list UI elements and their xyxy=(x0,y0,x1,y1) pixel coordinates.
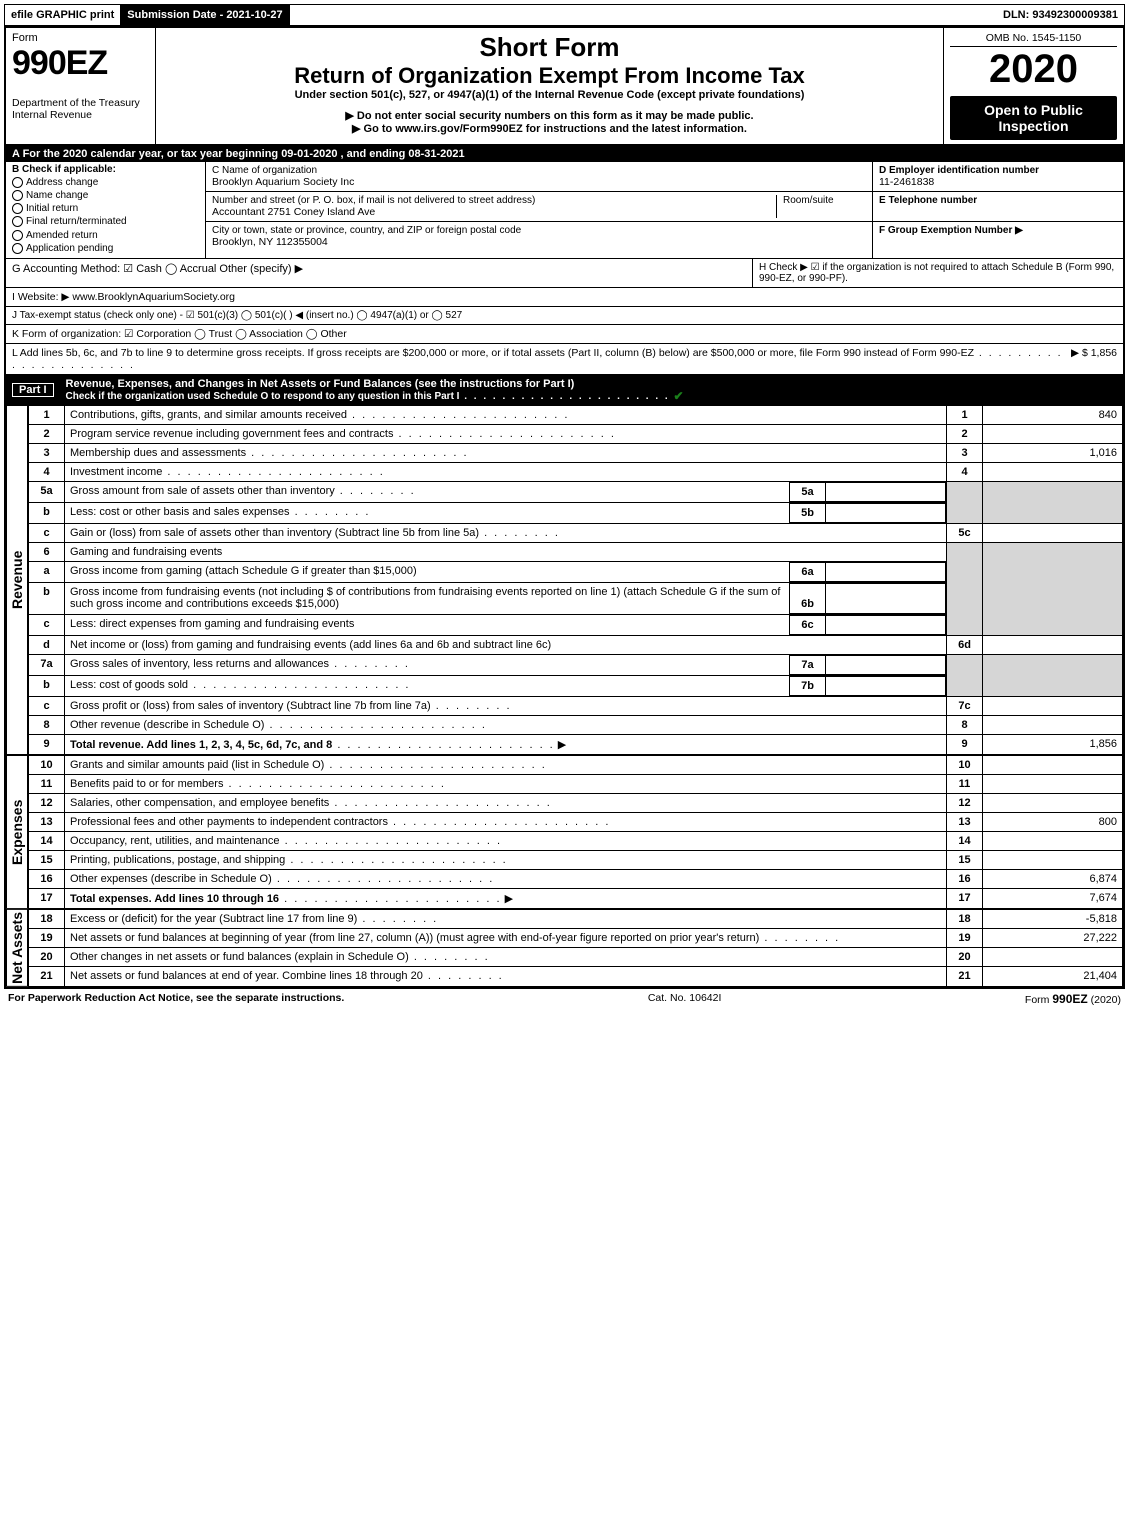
goto-link[interactable]: ▶ Go to www.irs.gov/Form990EZ for instru… xyxy=(162,122,937,135)
open-inspection-box: Open to Public Inspection xyxy=(950,96,1117,140)
side-netassets: Net Assets xyxy=(6,909,28,987)
netassets-section: Net Assets 18Excess or (deficit) for the… xyxy=(6,909,1123,987)
period-bar: A For the 2020 calendar year, or tax yea… xyxy=(6,146,1123,162)
chk-initial-return[interactable]: Initial return xyxy=(12,203,199,214)
f-group-label: F Group Exemption Number ▶ xyxy=(879,225,1117,236)
room-suite-label: Room/suite xyxy=(783,195,866,206)
c-city-label: City or town, state or province, country… xyxy=(212,225,866,236)
line-L: L Add lines 5b, 6c, and 7b to line 9 to … xyxy=(6,344,1123,375)
chk-address-change[interactable]: Address change xyxy=(12,177,199,188)
dln-chip: DLN: 93492300009381 xyxy=(997,5,1124,25)
org-city: Brooklyn, NY 112355004 xyxy=(212,236,866,248)
h-sched-b-note: H Check ▶ ☑ if the organization is not r… xyxy=(753,259,1123,287)
acct-method: G Accounting Method: ☑ Cash ◯ Accrual Ot… xyxy=(6,259,753,287)
d-ein-label: D Employer identification number xyxy=(879,165,1117,176)
tax-exempt-row: J Tax-exempt status (check only one) - ☑… xyxy=(6,307,1123,325)
schedO-checkbox[interactable] xyxy=(672,391,683,402)
partI-tag: Part I xyxy=(12,383,54,397)
form-number: 990EZ xyxy=(12,44,149,83)
footer-left: For Paperwork Reduction Act Notice, see … xyxy=(8,992,344,1006)
page-footer: For Paperwork Reduction Act Notice, see … xyxy=(4,989,1125,1009)
c-addr-label: Number and street (or P. O. box, if mail… xyxy=(212,195,764,206)
e-phone-label: E Telephone number xyxy=(879,195,1117,206)
chk-name-change[interactable]: Name change xyxy=(12,190,199,201)
line-L-text: L Add lines 5b, 6c, and 7b to line 9 to … xyxy=(12,347,1063,371)
side-expenses: Expenses xyxy=(6,755,28,909)
form-word: Form xyxy=(12,32,149,44)
partI-bar: Part I Revenue, Expenses, and Changes in… xyxy=(6,375,1123,405)
chk-amended-return[interactable]: Amended return xyxy=(12,230,199,241)
top-bar: efile GRAPHIC print Submission Date - 20… xyxy=(4,4,1125,26)
c-name-label: C Name of organization xyxy=(212,165,866,176)
website-row[interactable]: I Website: ▶ www.BrooklynAquariumSociety… xyxy=(6,288,1123,307)
blockB-head: B Check if applicable: xyxy=(12,164,199,175)
submission-date-chip: Submission Date - 2021-10-27 xyxy=(121,5,289,25)
line-L-amount: ▶ $ 1,856 xyxy=(1071,347,1117,371)
title-sub: Return of Organization Exempt From Incom… xyxy=(162,63,937,89)
omb-number: OMB No. 1545-1150 xyxy=(950,32,1117,47)
dept-label: Department of the Treasury Internal Reve… xyxy=(12,97,149,121)
revenue-section: Revenue 1Contributions, gifts, grants, a… xyxy=(6,405,1123,755)
footer-right: Form 990EZ (2020) xyxy=(1025,992,1121,1006)
title-section: Under section 501(c), 527, or 4947(a)(1)… xyxy=(162,89,937,101)
d-ein-value: 11-2461838 xyxy=(879,176,1117,188)
form-outer: Form 990EZ Department of the Treasury In… xyxy=(4,26,1125,989)
footer-mid: Cat. No. 10642I xyxy=(648,992,722,1006)
chk-final-return[interactable]: Final return/terminated xyxy=(12,216,199,227)
org-name: Brooklyn Aquarium Society Inc xyxy=(212,176,866,188)
efile-chip[interactable]: efile GRAPHIC print xyxy=(5,5,121,25)
side-revenue: Revenue xyxy=(6,405,28,755)
chk-app-pending[interactable]: Application pending xyxy=(12,243,199,254)
partI-note: Check if the organization used Schedule … xyxy=(66,391,460,402)
form-of-org-row: K Form of organization: ☑ Corporation ◯ … xyxy=(6,325,1123,344)
form-header: Form 990EZ Department of the Treasury In… xyxy=(6,28,1123,146)
title-main: Short Form xyxy=(162,32,937,63)
org-info-grid: B Check if applicable: Address change Na… xyxy=(6,162,1123,259)
expenses-section: Expenses 10Grants and similar amounts pa… xyxy=(6,755,1123,909)
partI-title: Revenue, Expenses, and Changes in Net As… xyxy=(66,378,575,390)
org-street: Accountant 2751 Coney Island Ave xyxy=(212,206,764,218)
no-ssn-note: ▶ Do not enter social security numbers o… xyxy=(162,109,937,122)
tax-year: 2020 xyxy=(950,47,1117,92)
